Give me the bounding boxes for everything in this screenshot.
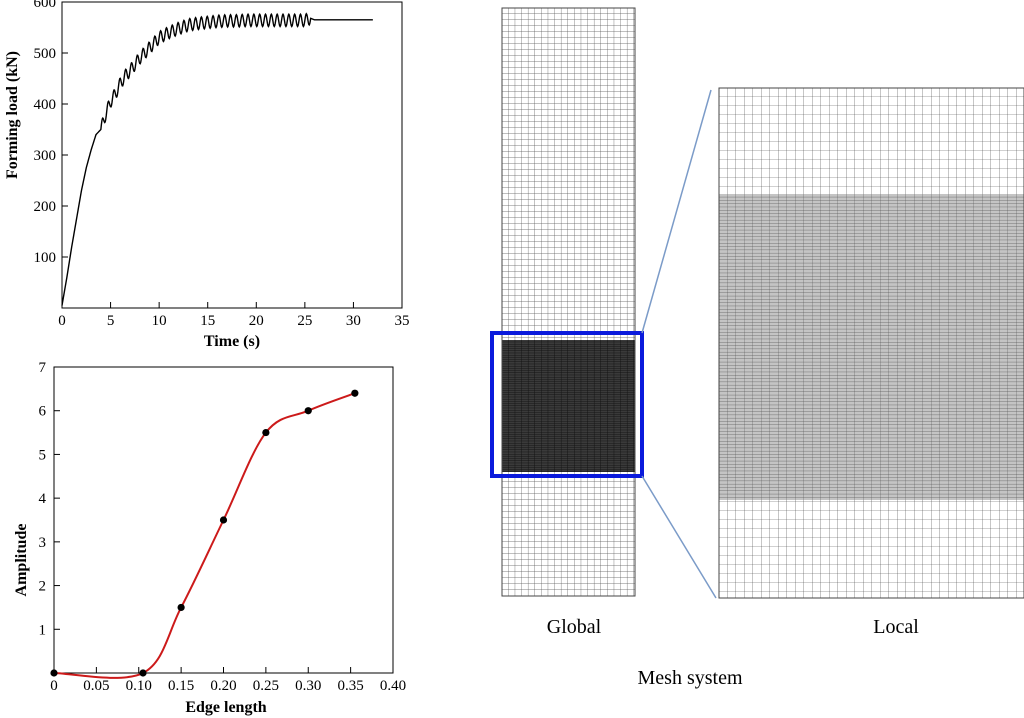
chart1-x-tick-label: 35 <box>395 313 410 329</box>
chart2-y-tick-label: 3 <box>39 535 47 551</box>
connector-line-top <box>641 89 712 334</box>
chart1-y-tick-label: 400 <box>34 97 57 113</box>
connector-line-bottom <box>641 475 717 599</box>
chart2-x-tick-label: 0.35 <box>338 678 364 694</box>
global-mesh <box>501 7 636 597</box>
highlight-box <box>490 331 644 478</box>
chart1-y-tick-label: 600 <box>34 0 57 11</box>
chart1-x-tick-label: 10 <box>152 313 167 329</box>
amplitude-chart: 0 0.05 0.10 0.15 0.20 0.25 0.30 0.35 0.40 1 2 3 4 5 6 7… <box>13 360 406 716</box>
chart2-x-tick-label: 0.05 <box>83 678 109 694</box>
chart2-data-point <box>139 669 147 677</box>
local-mesh-label: Local <box>873 616 919 638</box>
forming-load-chart: 0 5 10 15 20 25 30 35 100 200 300 400 500 600 Time (s… <box>4 0 410 350</box>
chart1-x-tick-label: 15 <box>200 313 215 329</box>
chart1-plot-frame <box>61 1 403 309</box>
chart2-y-tick-label: 6 <box>39 404 47 420</box>
chart2-x-tick-label: 0 <box>50 678 58 694</box>
chart2-series-line <box>53 392 356 679</box>
global-mesh-label: Global <box>547 616 602 638</box>
chart2-x-tick-label: 0.15 <box>168 678 194 694</box>
chart2-x-tick-label: 0.25 <box>253 678 279 694</box>
chart1-series-line <box>61 12 373 306</box>
chart2-y-tick-label: 2 <box>39 579 47 595</box>
chart1-x-tick-label: 20 <box>249 313 264 329</box>
chart1-x-tick-label: 5 <box>107 313 115 329</box>
mesh-system-caption: Mesh system <box>638 667 743 689</box>
chart2-x-tick-label: 0.10 <box>126 678 152 694</box>
chart1-y-tick-label: 200 <box>34 199 57 215</box>
chart2-y-tick-label: 5 <box>39 447 47 463</box>
chart1-y-axis-label: Forming load (kN) <box>4 51 21 179</box>
chart2-x-tick-label: 0.30 <box>295 678 321 694</box>
chart2-data-point <box>50 669 58 677</box>
chart2-y-tick-label: 1 <box>39 622 47 638</box>
chart1-x-tick-label: 0 <box>58 313 66 329</box>
chart2-data-point <box>177 603 185 612</box>
local-mesh <box>718 87 1024 599</box>
chart2-data-point <box>351 389 359 397</box>
chart1-x-axis-label: Time (s) <box>204 333 260 350</box>
chart2-data-point <box>262 428 270 437</box>
chart1-y-tick-label: 300 <box>34 148 57 164</box>
chart1-x-tick-label: 25 <box>297 313 312 329</box>
chart2-y-tick-label: 7 <box>39 360 47 376</box>
chart2-x-tick-label: 0.20 <box>210 678 236 694</box>
mesh-system-figure: Global Local Mesh system <box>490 7 1024 689</box>
chart2-y-axis-label: Amplitude <box>13 524 30 597</box>
chart1-y-tick-label: 100 <box>34 250 57 266</box>
chart2-data-point <box>219 516 228 524</box>
chart2-x-tick-label: 0.40 <box>380 678 406 694</box>
chart1-x-tick-label: 30 <box>346 313 361 329</box>
chart2-data-point <box>304 407 312 415</box>
chart1-y-tick-label: 500 <box>34 46 57 62</box>
chart2-y-tick-label: 4 <box>39 491 47 507</box>
chart2-x-axis-label: Edge length <box>185 699 266 716</box>
